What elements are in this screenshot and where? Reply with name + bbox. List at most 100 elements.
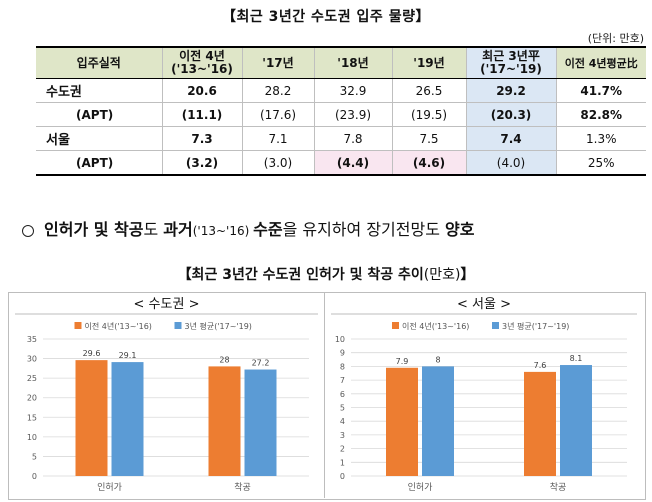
bullet-text: 과거: [163, 220, 193, 239]
y-tick-label: 2: [340, 445, 345, 454]
table-cell: 29.2: [465, 78, 556, 103]
y-tick-label: 15: [27, 413, 37, 422]
table-cell: 28.2: [241, 78, 314, 103]
y-tick-label: 0: [340, 472, 345, 481]
table-cell: (17.6): [241, 102, 314, 127]
panel-title: < 서울 >: [457, 297, 511, 312]
chart-title-close: 】: [460, 267, 475, 283]
table-cell: (4.4): [313, 150, 392, 176]
bar: [386, 367, 418, 476]
row-label: (APT): [36, 102, 162, 127]
chart-title-unit: (만호): [423, 267, 461, 283]
chart-seoul: < 서울 > 이전 4년('13~'16) 3년 평균('17~'19) 0 1 2 3 4 5…: [331, 297, 637, 493]
table-cell: 26.5: [391, 78, 466, 103]
bar: [208, 366, 241, 476]
bullet-text: 수준: [253, 220, 283, 239]
table-cell: 41.7%: [555, 78, 646, 103]
y-tick-label: 35: [27, 335, 37, 344]
table-cell: (3.0): [241, 150, 314, 176]
bullet-text: 을 유지하여 장기전망도: [282, 220, 446, 239]
bullet-text: 양호: [445, 220, 475, 239]
bar: [524, 371, 556, 476]
header-cell: 이전 4년 ('13~'16): [161, 46, 242, 79]
table-title: 【최근 3년간 수도권 입주 물량】: [222, 9, 430, 25]
table-cell: (3.2): [161, 150, 242, 176]
data-label: 8.1: [570, 354, 583, 363]
table-cell: 82.8%: [555, 102, 646, 127]
header-cell: 입주실적: [36, 46, 162, 79]
chart-title-main: 【최근 3년간 수도권 인허가 및 착공 추이: [177, 267, 424, 283]
legend-label: 3년 평균('17~'19): [502, 321, 569, 331]
bar: [560, 365, 592, 476]
table-row: (APT) (11.1) (17.6) (23.9) (19.5) (20.3)…: [36, 102, 646, 127]
y-tick-label: 7: [340, 376, 345, 385]
table-cell: 7.5: [391, 126, 466, 151]
bullet-text: ('13~'16): [192, 224, 254, 238]
y-tick-label: 3: [340, 431, 345, 440]
bullet-text: 도: [143, 220, 164, 239]
y-tick-label: 1: [340, 458, 345, 467]
table-row: 서울 7.3 7.1 7.8 7.5 7.4 1.3%: [36, 126, 646, 151]
data-label: 27.2: [252, 359, 270, 368]
header-cell-text: 최근 3년平 ('17~'19): [480, 49, 542, 76]
header-cell-text: 이전 4년 ('13~'16): [171, 49, 233, 76]
table-cell: 7.4: [465, 126, 556, 151]
table-cell: (19.5): [391, 102, 466, 127]
chart-divider: [324, 292, 325, 498]
table-cell: 1.3%: [555, 126, 646, 151]
panel-title: < 수도권 >: [134, 297, 200, 312]
header-cell: '18년: [313, 46, 392, 79]
x-tick-label: 인허가: [408, 482, 433, 493]
legend-label: 이전 4년('13~'16): [85, 321, 152, 331]
bar: [422, 366, 454, 476]
row-label: 서울: [36, 126, 162, 151]
table-cell: 7.3: [161, 126, 242, 151]
bar: [244, 369, 277, 476]
table-cell: (11.1): [161, 102, 242, 127]
bullet-text: 인허가 및 착공: [44, 220, 144, 239]
summary-bullet: 인허가 및 착공도 과거('13~'16) 수준을 유지하여 장기전망도 양호: [22, 216, 474, 240]
table-cell: 25%: [555, 150, 646, 176]
header-cell: '19년: [391, 46, 466, 79]
table-row: (APT) (3.2) (3.0) (4.4) (4.6) (4.0) 25%: [36, 150, 646, 176]
chart-title: 【최근 3년간 수도권 인허가 및 착공 추이(만호)】: [0, 264, 652, 284]
data-label: 8: [435, 355, 440, 364]
table-cell: 32.9: [313, 78, 392, 103]
y-tick-label: 9: [340, 349, 345, 358]
table-cell: 7.1: [241, 126, 314, 151]
table-cell: 7.8: [313, 126, 392, 151]
data-label: 29.1: [119, 351, 137, 360]
x-tick-label: 인허가: [97, 482, 122, 493]
table-cell: (20.3): [465, 102, 556, 127]
y-tick-label: 5: [340, 404, 345, 413]
y-tick-label: 5: [32, 452, 37, 461]
table-row: 수도권 20.6 28.2 32.9 26.5 29.2 41.7%: [36, 78, 646, 103]
data-label: 28: [219, 355, 229, 364]
y-tick-label: 8: [340, 362, 345, 371]
data-label: 7.6: [534, 361, 547, 370]
legend-label: 3년 평균('17~'19): [185, 321, 252, 331]
table-header-row: 입주실적 이전 4년 ('13~'16) '17년 '18년 '19년 최근 3…: [36, 46, 646, 79]
row-label: 수도권: [36, 78, 162, 103]
table-cell: 20.6: [161, 78, 242, 103]
y-tick-label: 10: [335, 335, 345, 344]
y-tick-label: 30: [27, 355, 37, 364]
legend-swatch: [74, 322, 82, 329]
x-tick-label: 착공: [550, 482, 567, 493]
row-label: (APT): [36, 150, 162, 176]
table-cell: (4.6): [391, 150, 466, 176]
table-cell: (4.0): [465, 150, 556, 176]
x-tick-label: 착공: [234, 482, 251, 493]
header-cell: 이전 4년평균比: [555, 46, 646, 79]
supply-table: 입주실적 이전 4년 ('13~'16) '17년 '18년 '19년 최근 3…: [36, 46, 646, 176]
y-tick-label: 0: [32, 472, 37, 481]
legend-swatch: [174, 322, 182, 329]
legend-label: 이전 4년('13~'16): [402, 321, 469, 331]
y-tick-label: 10: [27, 433, 37, 442]
bar: [111, 362, 144, 476]
bullet-circle-icon: [22, 224, 34, 237]
y-tick-label: 25: [27, 374, 37, 383]
legend-swatch: [492, 322, 499, 329]
table-cell: (23.9): [313, 102, 392, 127]
data-label: 29.6: [83, 349, 101, 358]
